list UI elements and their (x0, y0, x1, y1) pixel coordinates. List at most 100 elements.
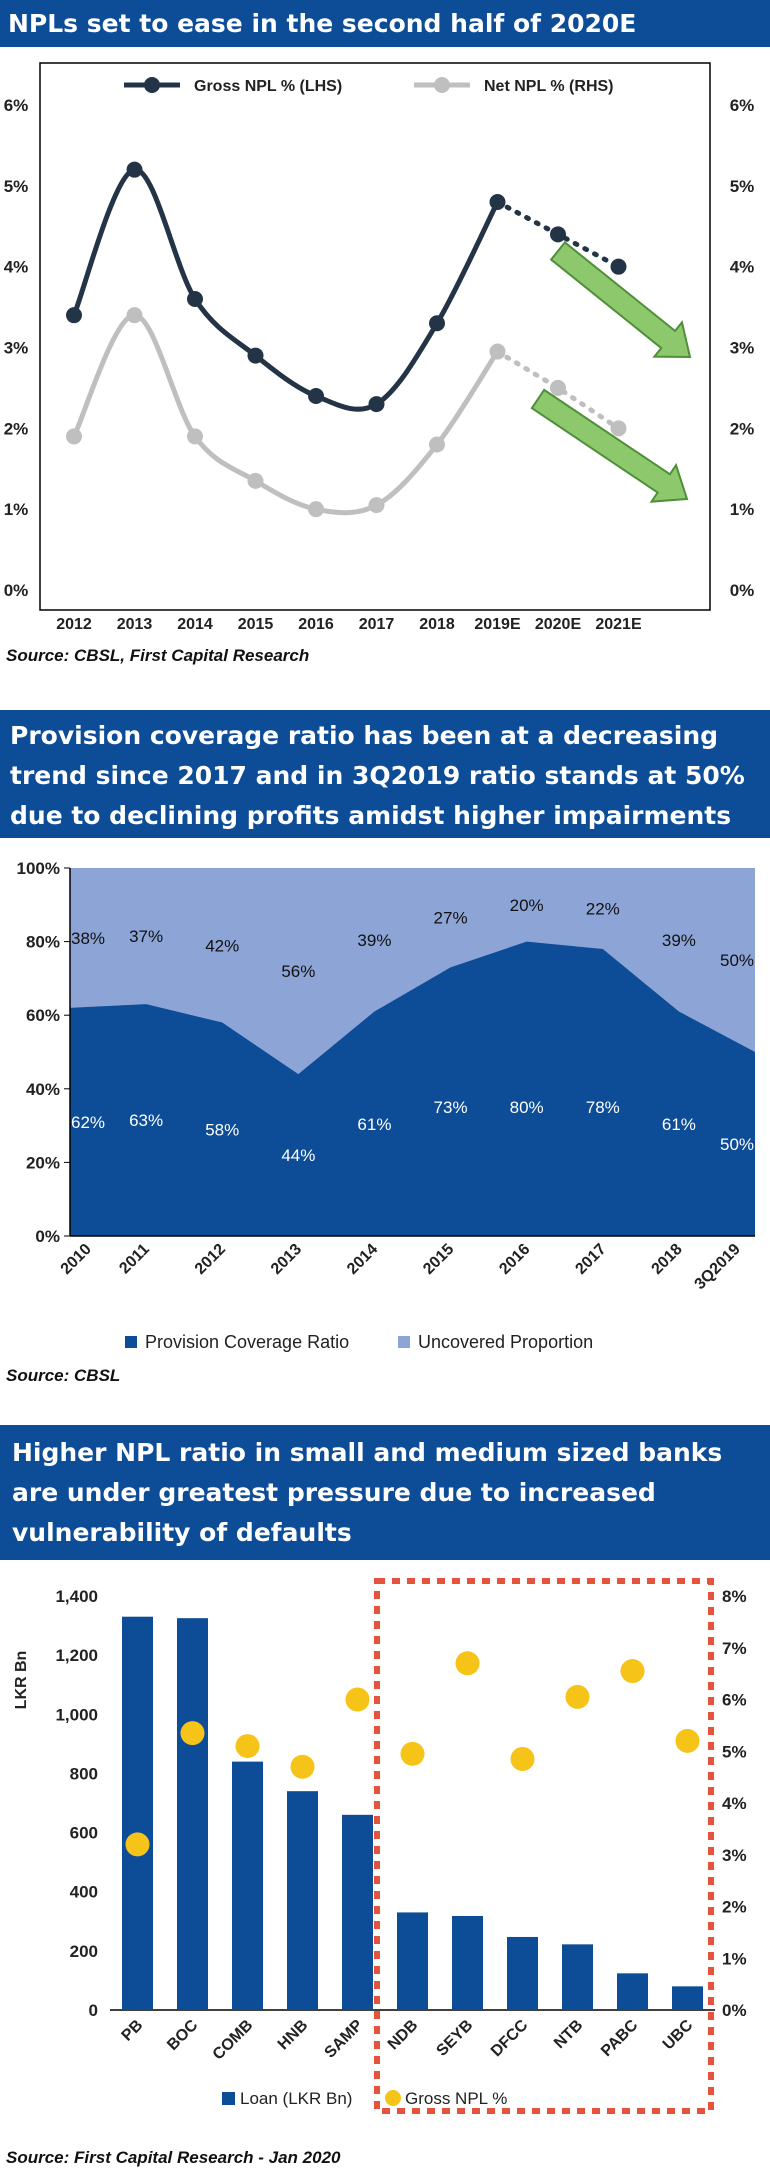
x-tick-label: 2014 (177, 616, 213, 633)
gross-npl-point (180, 1721, 205, 1746)
gross-npl-point (510, 1747, 535, 1772)
y-right-tick-label: 6% (722, 1691, 747, 1710)
x-tick-label: 2011 (116, 1241, 153, 1278)
series-forecast-line (495, 349, 621, 431)
loan-bar (287, 1791, 318, 2010)
gross-npl-point (565, 1684, 590, 1709)
uncovered-data-label: 56% (281, 962, 315, 981)
y-left-tick-label: 6% (4, 96, 29, 115)
y-right-tick-label: 2% (722, 1898, 747, 1917)
data-point (550, 226, 566, 243)
data-point (429, 315, 445, 332)
loan-bar (397, 1912, 428, 2010)
y-right-tick-label: 2% (730, 419, 755, 438)
legend-swatch (125, 1336, 137, 1348)
x-tick-label: 2013 (268, 1241, 305, 1278)
y-right-tick-label: 3% (722, 1846, 747, 1865)
loan-bar (342, 1814, 373, 2010)
y-right-tick-label: 5% (722, 1742, 747, 1761)
coverage-data-label: 61% (662, 1115, 696, 1134)
coverage-data-label: 58% (205, 1120, 239, 1139)
x-tick-label: 2020E (535, 616, 582, 633)
x-tick-label: 2015 (238, 616, 274, 633)
x-tick-label: NTB (551, 2017, 586, 2052)
data-point (368, 497, 385, 514)
legend-swatch-marker (144, 77, 160, 93)
y-left-tick-label: 4% (4, 258, 29, 277)
y-right-tick-label: 8% (722, 1587, 747, 1606)
y-left-tick-label: 200 (70, 1942, 98, 1961)
legend-label: Net NPL % (RHS) (484, 78, 614, 95)
y-left-tick-label: 1,000 (55, 1705, 98, 1724)
uncovered-data-label: 22% (586, 899, 620, 918)
data-point (610, 258, 627, 275)
data-point (610, 420, 627, 437)
data-point (66, 428, 82, 445)
y-tick-label: 80% (26, 933, 60, 952)
y-left-tick-label: 5% (4, 177, 29, 196)
x-tick-label: 2014 (344, 1241, 381, 1278)
coverage-data-label: 61% (357, 1115, 391, 1134)
coverage-data-label: 73% (434, 1098, 468, 1117)
chart2-provision-area-chart: 0% 20% 40% 60% 80% 100% 2010 62% 38% 2011 63% 37% 20… (17, 859, 755, 1352)
y-tick-label: 0% (35, 1227, 60, 1246)
gross-npl-point (235, 1734, 260, 1759)
coverage-data-label: 78% (586, 1098, 620, 1117)
coverage-data-label: 62% (71, 1113, 105, 1132)
y-right-tick-label: 1% (730, 500, 755, 519)
coverage-data-label: 50% (720, 1135, 754, 1154)
data-point (126, 307, 143, 324)
data-point (489, 194, 506, 210)
x-tick-label: SAMP (322, 2017, 367, 2062)
x-tick-label: 2017 (359, 616, 395, 633)
data-point (126, 161, 143, 178)
y-left-tick-label: 1,200 (55, 1646, 98, 1665)
y-right-tick-label: 0% (730, 581, 755, 600)
uncovered-data-label: 50% (720, 951, 754, 970)
x-tick-label: HNB (275, 2017, 312, 2054)
legend-label: Gross NPL % (405, 2089, 507, 2108)
chart3-title: Higher NPL ratio in small and medium siz… (0, 1425, 770, 1560)
y-tick-label: 60% (26, 1006, 60, 1025)
legend-swatch-marker (434, 77, 450, 93)
x-tick-label: 2016 (298, 616, 334, 633)
y-right-tick-label: 6% (730, 96, 755, 115)
chart3-source: Source: First Capital Research - Jan 202… (6, 2148, 341, 2167)
x-tick-label: 2012 (192, 1241, 229, 1278)
legend-swatch (222, 2092, 235, 2105)
highlight-dashed-box (374, 1578, 714, 2114)
loan-bar (177, 1618, 208, 2010)
loan-bar (232, 1761, 263, 2010)
legend-label: Loan (LKR Bn) (240, 2089, 352, 2108)
uncovered-data-label: 42% (205, 936, 239, 955)
gross-npl-point (345, 1687, 370, 1712)
gross-npl-point (675, 1728, 700, 1753)
x-tick-label: COMB (210, 2017, 257, 2064)
trend-arrow-shape (530, 388, 689, 503)
data-point (187, 428, 203, 445)
y-right-tick-label: 4% (722, 1794, 747, 1813)
chart1-npl-line-chart: 0% 0% 1% 1% 2% 2% 3% 3% 4% 4% 5% 5% 6% 6% 2012 2013 2014… (4, 62, 755, 633)
gross-npl-point (620, 1659, 645, 1684)
uncovered-data-label: 20% (510, 896, 544, 915)
x-tick-label: 2010 (58, 1241, 95, 1278)
y-left-tick-label: 0% (4, 581, 29, 600)
coverage-data-label: 44% (281, 1146, 315, 1165)
legend-swatch (398, 1336, 410, 1348)
data-point (429, 436, 445, 453)
data-point (247, 472, 264, 489)
uncovered-data-label: 37% (129, 927, 163, 946)
coverage-data-label: 63% (129, 1111, 163, 1130)
y-tick-label: 40% (26, 1080, 60, 1099)
x-tick-label: NDB (385, 2017, 422, 2054)
x-tick-label: 2013 (117, 616, 153, 633)
chart3-loans-npl-bar-chart: LKR Bn 0 200 400 600 800 1,000 1,200 1,400 0% 1% 2%… (13, 1578, 747, 2114)
loan-bar (122, 1616, 153, 2010)
x-tick-label: 2016 (496, 1241, 533, 1278)
loan-bar (507, 1936, 538, 2010)
data-point (66, 307, 82, 324)
x-tick-label: BOC (164, 2016, 201, 2053)
chart1-source: Source: CBSL, First Capital Research (6, 646, 310, 665)
data-point (308, 501, 324, 518)
gross-npl-point (125, 1832, 150, 1857)
